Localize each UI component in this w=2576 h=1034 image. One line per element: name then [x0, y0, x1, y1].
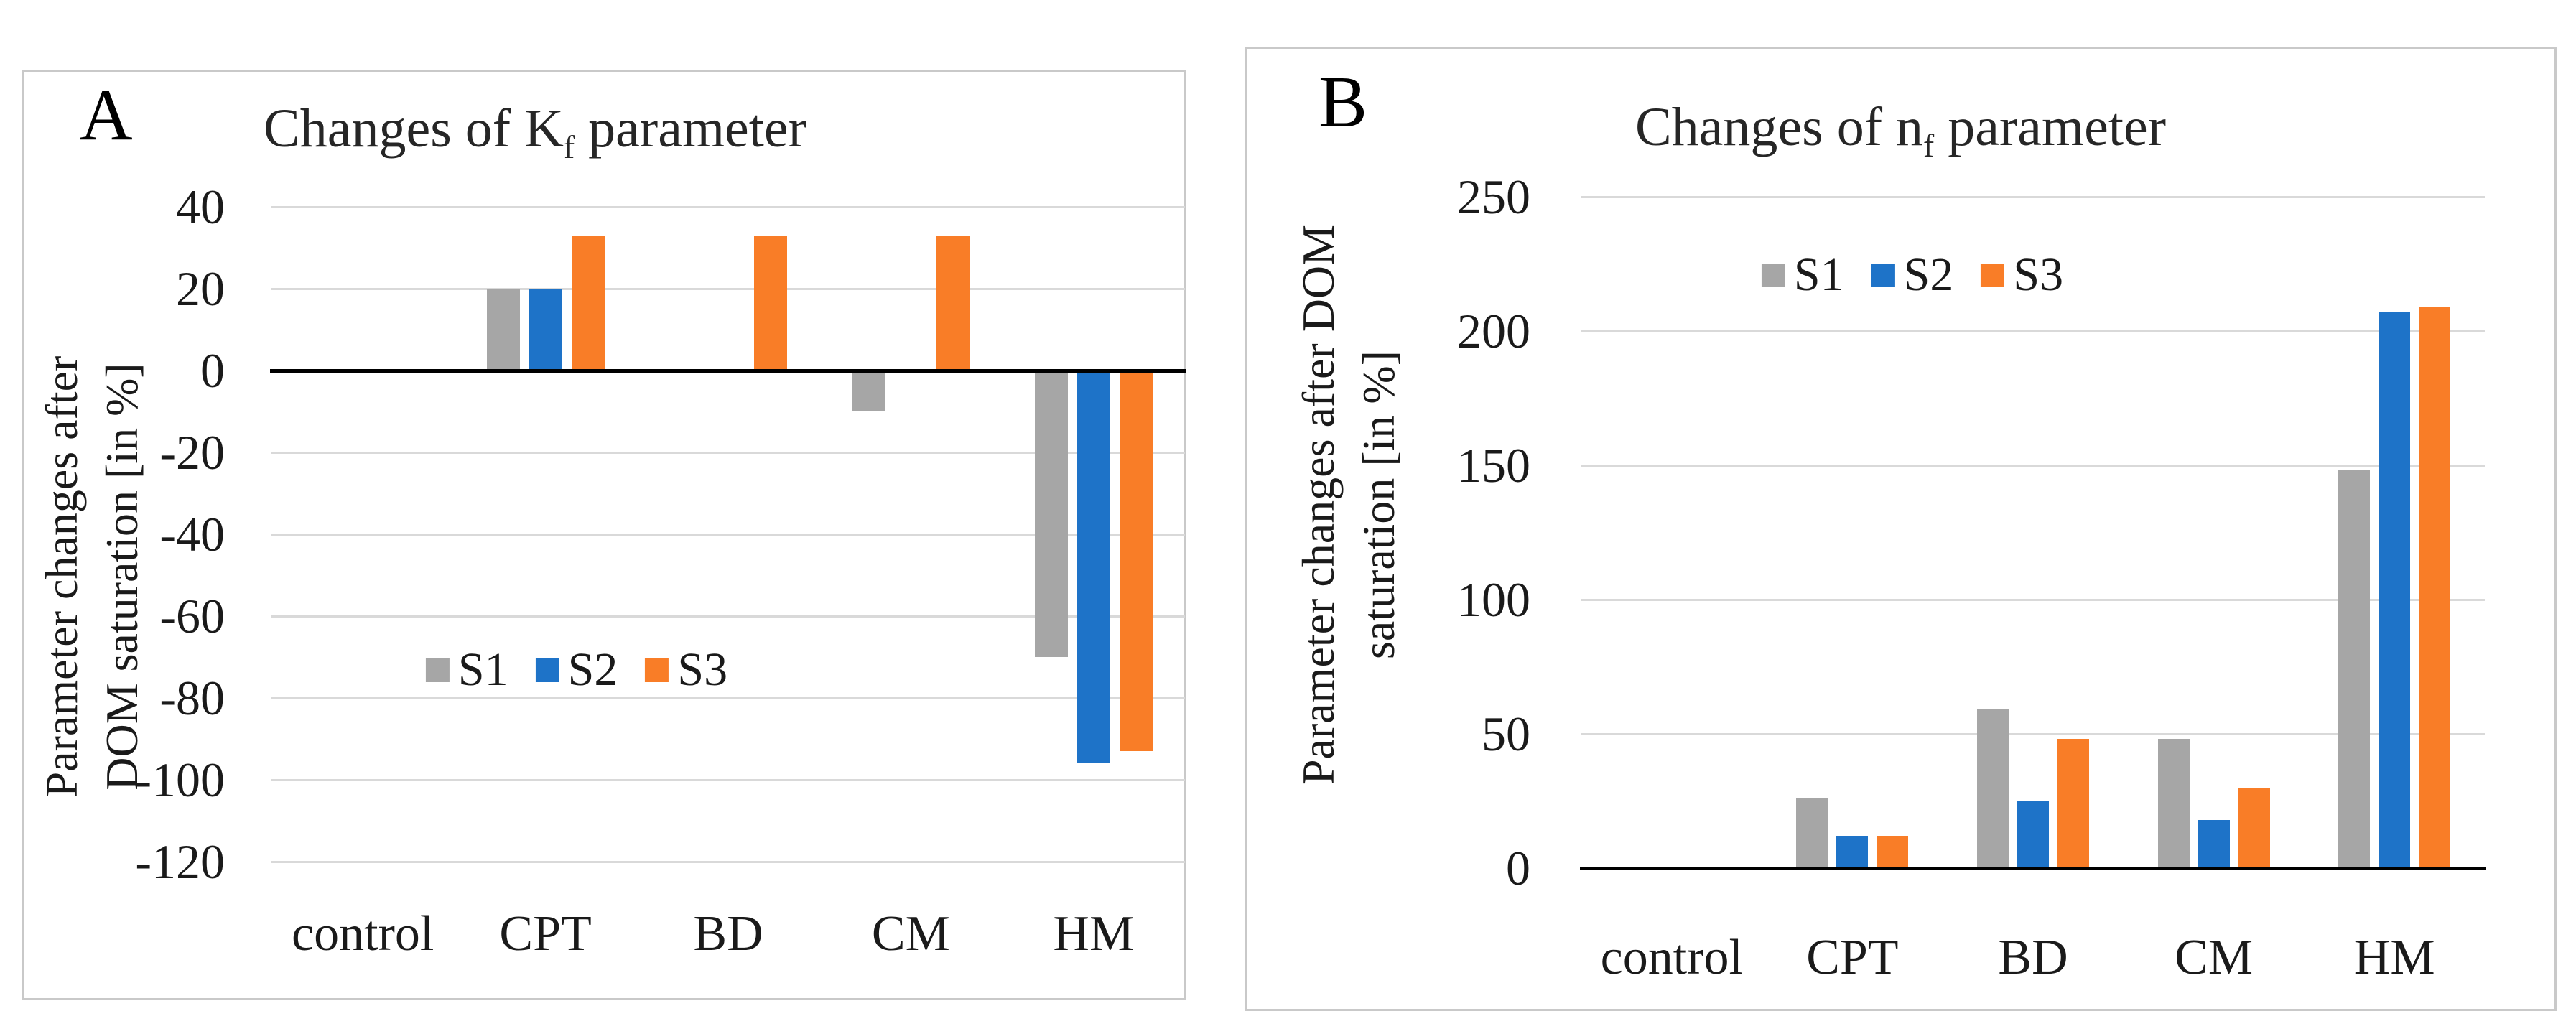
y-tick-label-0: 0 — [1506, 841, 1530, 895]
legend-item-s1: S1 — [425, 643, 508, 697]
y-tick-label--40: -40 — [159, 507, 225, 562]
legend-swatch-s3 — [645, 658, 669, 682]
legend-label-s2: S2 — [567, 643, 618, 696]
chart-title-a-text: Changes of K — [264, 98, 564, 159]
gridline--60 — [271, 615, 1185, 618]
gridline-100 — [1581, 599, 2485, 601]
gridline-40 — [271, 206, 1185, 208]
legend-label-s1: S1 — [457, 643, 508, 696]
panel-label-b: B — [1319, 62, 1368, 143]
chart-title-a: Changes of Kf parameter — [24, 98, 1046, 163]
bar-B-CPT-S2 — [1836, 836, 1869, 868]
legend-item-s2: S2 — [1871, 248, 1954, 302]
legend-item-s2: S2 — [535, 643, 618, 697]
y-axis-title-a: Parameter changes after DOM saturation [… — [32, 356, 152, 798]
y-tick-label--20: -20 — [159, 425, 225, 480]
legend-label-s3: S3 — [2013, 248, 2064, 301]
bar-B-HM-S1 — [2338, 470, 2371, 868]
bar-B-BD-S3 — [2057, 739, 2089, 868]
y-axis-title-b-line1: Parameter changes after DOM — [1293, 224, 1344, 786]
panel-label-a: A — [80, 75, 133, 156]
bar-B-HM-S2 — [2379, 312, 2411, 868]
y-tick-label-0: 0 — [200, 343, 225, 398]
y-axis-title-a-line2: DOM saturation [in %] — [96, 363, 147, 791]
chart-panel-b: B Changes of nf parameter Parameter chan… — [1245, 47, 2557, 1011]
gridline--40 — [271, 534, 1185, 536]
y-tick-label--80: -80 — [159, 671, 225, 725]
bar-A-CPT-S3 — [571, 235, 605, 371]
legend-item-s3: S3 — [1981, 248, 2063, 302]
gridline-200 — [1581, 330, 2485, 332]
gridline-20 — [271, 288, 1185, 290]
y-tick-label--100: -100 — [135, 753, 225, 807]
chart-title-b-text: Changes of n — [1635, 97, 1924, 157]
gridline--80 — [271, 697, 1185, 699]
bar-B-CPT-S1 — [1796, 798, 1828, 868]
legend-swatch-s1 — [425, 658, 450, 682]
legend-swatch-s2 — [1871, 263, 1895, 287]
chart-title-a-suffix: parameter — [575, 98, 806, 159]
y-tick-label-250: 250 — [1457, 169, 1530, 224]
legend-a: S1 S2 S3 — [425, 643, 727, 697]
x-category-label-control: control — [1600, 930, 1743, 985]
x-axis-line-B — [1580, 867, 2486, 870]
legend-label-s1: S1 — [1793, 248, 1844, 301]
x-category-label-control: control — [292, 906, 434, 961]
bar-A-CM-S3 — [936, 235, 970, 371]
bar-A-BD-S3 — [754, 235, 787, 371]
chart-title-b: Changes of nf parameter — [1247, 97, 2554, 162]
x-category-label-HM: HM — [2353, 930, 2435, 985]
bar-A-HM-S3 — [1119, 371, 1153, 752]
bar-A-CPT-S2 — [529, 289, 562, 371]
bar-A-HM-S1 — [1034, 371, 1068, 657]
gridline--120 — [271, 861, 1185, 863]
x-category-label-CM: CM — [2175, 930, 2254, 985]
x-category-label-BD: BD — [693, 906, 763, 961]
bar-B-CM-S3 — [2238, 787, 2270, 868]
y-axis-title-a-line1: Parameter changes after — [36, 355, 87, 798]
legend-label-s2: S2 — [1903, 248, 1954, 301]
x-axis-line-A — [270, 369, 1186, 373]
bar-B-HM-S3 — [2419, 307, 2451, 868]
legend-label-s3: S3 — [677, 643, 728, 696]
chart-panel-a: A Changes of Kf parameter Parameter chan… — [22, 70, 1186, 1000]
x-category-label-CM: CM — [871, 906, 950, 961]
gridline--100 — [271, 779, 1185, 781]
bar-B-CPT-S3 — [1877, 836, 1909, 868]
gridline-250 — [1581, 196, 2485, 198]
y-tick-label--60: -60 — [159, 589, 225, 643]
y-tick-label-20: 20 — [176, 261, 225, 316]
gridline-150 — [1581, 465, 2485, 467]
y-tick-label-150: 150 — [1457, 438, 1530, 493]
legend-swatch-s3 — [1981, 263, 2005, 287]
bar-B-CM-S1 — [2157, 739, 2190, 868]
bar-A-HM-S2 — [1077, 371, 1110, 764]
bar-B-BD-S2 — [2017, 801, 2049, 868]
chart-title-b-suffix: parameter — [1934, 97, 2166, 157]
x-category-label-HM: HM — [1053, 906, 1135, 961]
legend-swatch-s1 — [1761, 263, 1785, 287]
y-tick-label-200: 200 — [1457, 304, 1530, 358]
gridline--20 — [271, 452, 1185, 454]
y-tick-label-50: 50 — [1482, 707, 1530, 761]
x-category-label-BD: BD — [1998, 930, 2068, 985]
y-tick-label-40: 40 — [176, 180, 225, 234]
chart-title-a-subscript: f — [563, 129, 575, 166]
bar-B-CM-S2 — [2198, 819, 2230, 868]
x-category-label-CPT: CPT — [1806, 930, 1899, 985]
legend-b: S1 S2 S3 — [1761, 248, 2063, 302]
bar-A-CPT-S1 — [486, 289, 520, 371]
legend-swatch-s2 — [535, 658, 559, 682]
y-tick-label-100: 100 — [1457, 572, 1530, 627]
y-tick-label--120: -120 — [135, 834, 225, 889]
legend-item-s3: S3 — [645, 643, 727, 697]
legend-item-s1: S1 — [1761, 248, 1844, 302]
gridline-50 — [1581, 733, 2485, 735]
chart-title-b-subscript: f — [1923, 127, 1935, 164]
bar-B-BD-S1 — [1977, 709, 2009, 868]
bar-A-CM-S1 — [852, 371, 885, 411]
x-category-label-CPT: CPT — [499, 906, 592, 961]
